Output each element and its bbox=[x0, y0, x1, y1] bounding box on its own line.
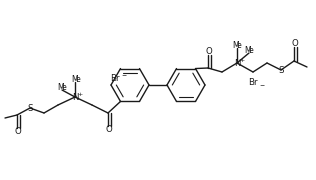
Text: O: O bbox=[15, 127, 21, 136]
Text: O: O bbox=[106, 125, 112, 134]
Text: N: N bbox=[234, 58, 240, 68]
Text: e: e bbox=[62, 82, 67, 91]
Text: N: N bbox=[72, 93, 78, 102]
Text: e: e bbox=[76, 75, 81, 84]
Text: −: − bbox=[121, 73, 126, 78]
Text: O: O bbox=[292, 39, 298, 48]
Text: +: + bbox=[240, 57, 245, 62]
Text: M: M bbox=[58, 82, 64, 91]
Text: Br: Br bbox=[110, 73, 119, 82]
Text: Br: Br bbox=[248, 78, 258, 87]
Text: M: M bbox=[245, 46, 251, 55]
Text: e: e bbox=[237, 40, 242, 50]
Text: S: S bbox=[27, 103, 33, 112]
Text: M: M bbox=[72, 75, 78, 84]
Text: M: M bbox=[233, 40, 240, 50]
Text: +: + bbox=[77, 91, 82, 96]
Text: O: O bbox=[206, 46, 212, 55]
Text: e: e bbox=[249, 46, 254, 55]
Text: −: − bbox=[259, 82, 264, 87]
Text: S: S bbox=[278, 66, 284, 75]
